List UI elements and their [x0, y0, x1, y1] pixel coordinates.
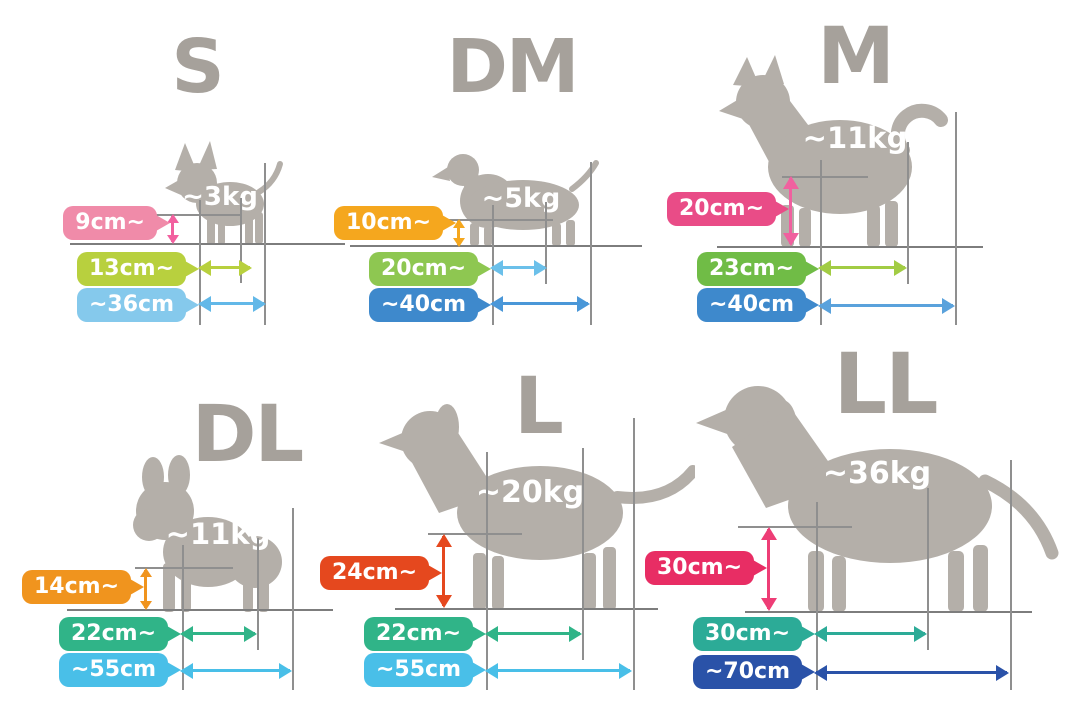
- ground-line: [395, 608, 658, 610]
- measurement-tag: 22cm~: [363, 617, 487, 651]
- height-arrow: [166, 214, 179, 244]
- medium-dog-silhouette-icon: [379, 404, 695, 610]
- measurement-tag: ~55cm: [363, 653, 487, 687]
- total-length-arrow: [180, 662, 292, 679]
- measurement-tag: 30cm~: [692, 617, 816, 651]
- ground-line: [745, 611, 1032, 613]
- ground-line: [350, 245, 642, 247]
- measurement-tag: 22cm~: [58, 617, 182, 651]
- length-arrow: [485, 625, 582, 642]
- weight-label: ~20kg: [475, 475, 585, 510]
- guide-line: [240, 198, 242, 283]
- ground-line: [717, 246, 983, 248]
- measurement-tag: 20cm~: [666, 192, 790, 226]
- measurement-tag: 20cm~: [368, 252, 492, 286]
- height-reference-line: [153, 214, 240, 216]
- guide-line: [182, 545, 184, 690]
- guide-line: [590, 162, 592, 325]
- measurement-tag: 14cm~: [21, 570, 145, 604]
- weight-label: ~11kg: [802, 121, 908, 155]
- height-reference-line: [782, 176, 868, 178]
- height-reference-line: [135, 567, 233, 569]
- guide-line: [816, 502, 818, 690]
- height-arrow: [760, 527, 777, 611]
- height-reference-line: [428, 533, 522, 535]
- size-label: M: [817, 12, 895, 102]
- measurement-tag: ~40cm: [696, 288, 820, 322]
- total-length-arrow: [490, 295, 590, 312]
- height-reference-line: [387, 219, 553, 221]
- measurement-tag: 24cm~: [319, 556, 443, 590]
- size-label: L: [514, 362, 564, 452]
- size-label: DL: [191, 390, 304, 480]
- measurement-tag: 30cm~: [644, 551, 768, 585]
- length-arrow: [198, 259, 252, 276]
- measurement-tag: ~55cm: [58, 653, 182, 687]
- size-label: DM: [446, 24, 579, 110]
- guide-line: [582, 448, 584, 660]
- total-length-arrow: [814, 664, 1009, 681]
- height-arrow: [782, 176, 799, 246]
- guide-line: [633, 418, 635, 690]
- height-arrow: [435, 534, 452, 608]
- dachshund-silhouette-icon: [432, 154, 599, 246]
- measurement-tag: 10cm~: [333, 206, 457, 240]
- guide-line: [257, 538, 259, 650]
- measurement-tag: 9cm~: [63, 206, 170, 240]
- total-length-arrow: [818, 297, 955, 314]
- length-arrow: [818, 259, 907, 276]
- guide-line: [486, 452, 488, 690]
- guide-line: [907, 142, 909, 284]
- length-arrow: [490, 259, 547, 276]
- height-arrow: [452, 219, 465, 247]
- size-label: LL: [833, 335, 938, 433]
- ground-line: [67, 609, 333, 611]
- guide-line: [927, 488, 929, 650]
- measurement-tag: ~36cm: [76, 288, 200, 322]
- ground-line: [70, 243, 345, 245]
- total-length-arrow: [485, 662, 632, 679]
- length-arrow: [814, 625, 927, 642]
- measurement-tag: 13cm~: [76, 252, 200, 286]
- length-arrow: [180, 625, 257, 642]
- weight-label: ~3kg: [182, 182, 258, 212]
- weight-label: ~36kg: [822, 456, 932, 491]
- measurement-tag: 23cm~: [696, 252, 820, 286]
- measurement-tag: ~40cm: [368, 288, 492, 322]
- height-arrow: [139, 568, 152, 610]
- guide-line: [545, 202, 547, 284]
- guide-line: [955, 112, 957, 325]
- guide-line: [820, 160, 822, 325]
- measurement-tag: ~70cm: [692, 655, 816, 689]
- guide-line: [292, 508, 294, 690]
- guide-line: [264, 163, 266, 325]
- height-reference-line: [738, 526, 852, 528]
- guide-line: [1010, 460, 1012, 690]
- total-length-arrow: [198, 295, 266, 312]
- french-bulldog-silhouette-icon: [133, 455, 282, 612]
- weight-label: ~5kg: [481, 183, 561, 214]
- size-label: S: [171, 24, 224, 110]
